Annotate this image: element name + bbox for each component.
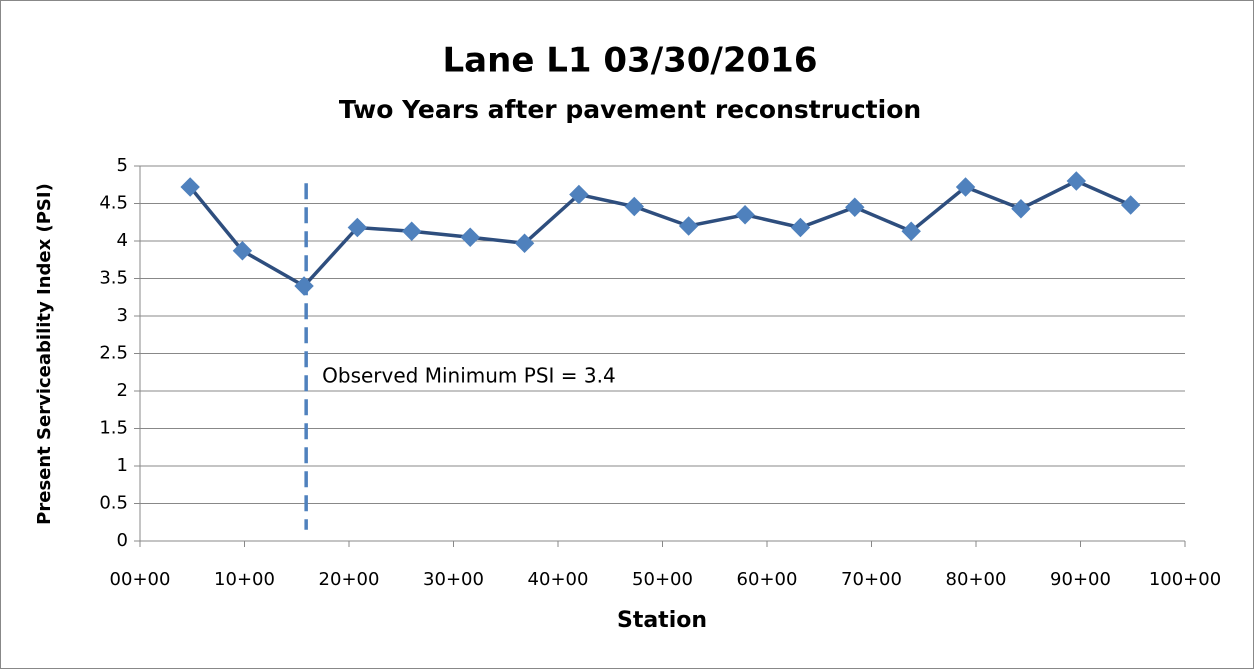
marker (460, 227, 480, 247)
marker (624, 196, 644, 217)
chart-title: Lane L1 03/30/2016 (443, 41, 818, 81)
marker (232, 241, 253, 261)
marker (180, 177, 200, 197)
chart-subtitle: Two Years after pavement reconstruction (339, 95, 921, 124)
x-tick-label: 30+00 (423, 569, 484, 590)
y-axis-label: Present Serviceability Index (PSI) (34, 183, 55, 525)
marker (569, 184, 589, 205)
y-tick-label: 4 (117, 230, 128, 251)
x-tick-label: 80+00 (946, 569, 1007, 590)
x-tick-label: 70+00 (841, 569, 902, 590)
x-tick-label: 40+00 (528, 569, 589, 590)
x-tick-label: 20+00 (319, 569, 380, 590)
x-tick-label: 50+00 (632, 569, 693, 590)
y-tick-label: 5 (117, 155, 128, 176)
x-tick-label: 60+00 (737, 569, 798, 590)
x-tick-label: 10+00 (214, 569, 275, 590)
marker (1011, 199, 1031, 219)
marker (955, 177, 976, 197)
y-tick-label: 2 (117, 380, 128, 401)
marker (294, 276, 314, 296)
y-tick-label: 0 (117, 530, 128, 551)
marker (401, 221, 422, 241)
x-axis-label: Station (617, 608, 707, 633)
annotation: Observed Minimum PSI = 3.4 (322, 364, 616, 388)
marker (790, 217, 811, 238)
x-tick-label: 90+00 (1050, 569, 1111, 590)
marker (1120, 195, 1141, 215)
marker (678, 216, 699, 236)
x-tick-label: 100+00 (1149, 569, 1221, 590)
marker (347, 217, 368, 238)
marker (1066, 171, 1087, 191)
y-tick-label: 0.5 (99, 493, 128, 514)
marker (901, 221, 921, 241)
y-tick-label: 3 (117, 305, 128, 326)
y-tick-label: 1.5 (99, 418, 128, 439)
y-tick-label: 4.5 (99, 193, 128, 214)
y-tick-label: 2.5 (99, 343, 128, 364)
y-tick-label: 1 (117, 455, 128, 476)
marker (735, 205, 755, 225)
y-tick-label: 3.5 (99, 268, 128, 289)
line (188, 179, 1132, 289)
marker (514, 233, 535, 253)
x-tick-label: 00+00 (110, 569, 171, 590)
marker (845, 197, 865, 217)
